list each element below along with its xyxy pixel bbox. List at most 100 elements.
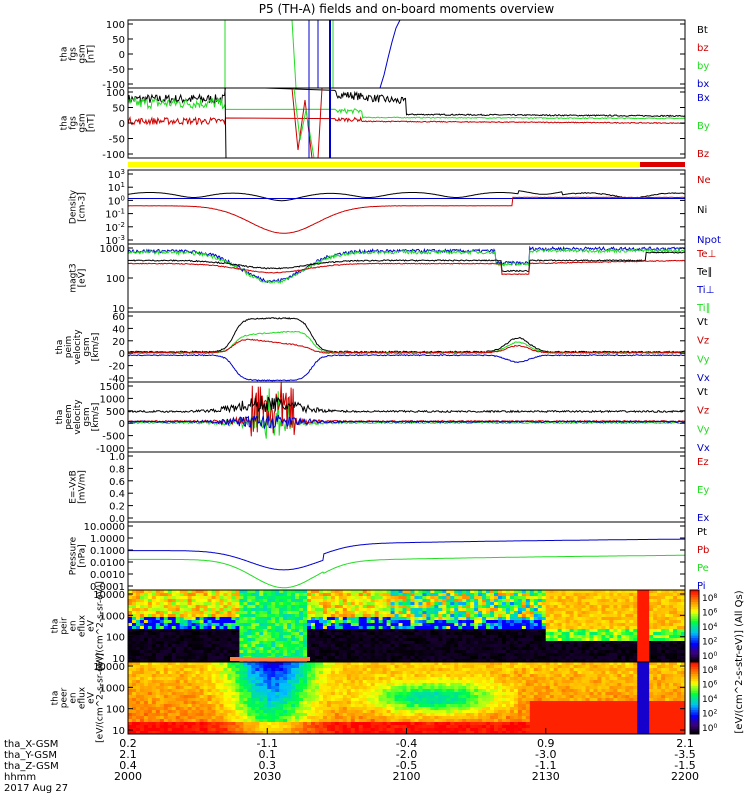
legend-entry: By bbox=[697, 121, 710, 132]
y-tick-label: -50 bbox=[109, 65, 125, 76]
colorbar-tick-label: 106 bbox=[702, 608, 717, 619]
x-row-label: tha_Y-GSM bbox=[4, 750, 57, 761]
figure-title: P5 (TH-A) fields and on-board moments ov… bbox=[259, 2, 555, 16]
legend-entry: Vx bbox=[697, 443, 710, 454]
x-tick-label: 0.1 bbox=[259, 748, 277, 761]
y-tick-label: -100 bbox=[102, 80, 125, 91]
x-tick-label: -0.4 bbox=[396, 737, 417, 750]
legend-entry: by bbox=[697, 61, 709, 72]
ion-spectrogram-flag bbox=[230, 657, 310, 661]
y-tick-label: 100 bbox=[106, 20, 125, 31]
x-tick-label: -1.1 bbox=[257, 737, 278, 750]
legend-entry: Vy bbox=[697, 354, 710, 365]
y-tick-label: 0.0010 bbox=[90, 570, 125, 581]
y-tick-label: 1000 bbox=[100, 611, 125, 622]
panel-fgs_dsl: 100 50 0 -50 -100 tha fgs gsm [nT] Bx By Bz bbox=[60, 87, 710, 161]
series-vy bbox=[128, 330, 685, 354]
panel-pressure: 10.00001.00000.10000.01000.00100.0001Pre… bbox=[69, 521, 709, 593]
x-tick-label: -0.5 bbox=[396, 759, 417, 772]
y-tick-label: 100 bbox=[106, 705, 125, 716]
y-tick-label: 101 bbox=[108, 181, 125, 194]
gap-edge bbox=[224, 87, 227, 159]
series-vt-e bbox=[128, 395, 685, 414]
series-by-dsl bbox=[128, 96, 685, 120]
colorbar-tick-label: 108 bbox=[702, 593, 717, 604]
series-te-par bbox=[128, 251, 685, 273]
colorbar-ion_spectrogram: 108 106 104 102 100 bbox=[689, 589, 717, 663]
x-tick-label: 0.3 bbox=[259, 759, 277, 772]
series-ni bbox=[128, 190, 685, 202]
colorbar-tick-label: 106 bbox=[702, 680, 717, 691]
panel-frame-density bbox=[127, 169, 686, 245]
y-tick-label: 10-1 bbox=[105, 208, 125, 221]
y-axis-label-fgs_dsl: tha fgs gsm [nT] bbox=[60, 113, 97, 132]
y-tick-label: 50 bbox=[112, 104, 125, 115]
y-tick-label: 100 bbox=[106, 88, 125, 99]
x-tick-label: -1.5 bbox=[674, 759, 695, 772]
series-te-perp bbox=[128, 259, 685, 276]
panel-ion_spectrogram: 10000 1000 100 10 tha peir en eflux eV [eV/(cm^2-… bbox=[51, 581, 686, 671]
y-tick-label: -50 bbox=[109, 135, 125, 146]
y-tick-label: 40 bbox=[112, 324, 125, 335]
y-axis-label-ion_spectrogram: tha peir en eflux eV [eV/(cm^2-s-sr-eV)] bbox=[51, 581, 106, 671]
series-bz-gap bbox=[291, 87, 323, 159]
y-tick-label: 1.0 bbox=[109, 452, 125, 463]
y-tick-label: 1.0000 bbox=[90, 534, 125, 545]
y-tick-label: -20 bbox=[109, 362, 125, 373]
quality-flag-bar-red bbox=[640, 162, 685, 167]
y-tick-label: 0.6 bbox=[109, 477, 125, 488]
series-vt bbox=[128, 317, 685, 354]
x-tick-label: 0.4 bbox=[119, 759, 137, 772]
electron-spectrogram bbox=[128, 662, 686, 735]
series-ne bbox=[128, 196, 685, 234]
legend-entry: Ni bbox=[697, 205, 707, 216]
y-tick-label: 1000 bbox=[100, 394, 125, 405]
y-tick-label: 100 bbox=[106, 633, 125, 644]
legend-entry: Te⊥ bbox=[696, 249, 716, 260]
legend-entry: Ez bbox=[697, 457, 709, 468]
legend-entry: Vz bbox=[697, 336, 709, 347]
y-tick-label: 0 bbox=[119, 419, 125, 430]
x-row-label: tha_X-GSM bbox=[4, 739, 58, 750]
legend-entry: Ne bbox=[697, 175, 711, 186]
y-tick-label: 0.0 bbox=[109, 514, 125, 525]
y-axis-label-density: Density [cm-3] bbox=[69, 189, 88, 224]
panel-frame-fgs bbox=[127, 19, 686, 89]
colorbar-tick-label: 100 bbox=[702, 723, 717, 734]
y-tick-label: 0.2 bbox=[109, 502, 125, 513]
legend-entry: Vt bbox=[697, 387, 708, 398]
legend-entry: Pe bbox=[697, 563, 709, 574]
legend-entry: Vz bbox=[697, 406, 709, 417]
legend-entry: Pi bbox=[697, 581, 706, 592]
panel-frame-peem_velocity bbox=[127, 381, 686, 453]
x-tick-label: -3.5 bbox=[674, 748, 695, 761]
y-tick-label: 103 bbox=[108, 168, 125, 181]
y-tick-label: -40 bbox=[109, 374, 125, 385]
y-tick-label: -500 bbox=[102, 432, 125, 443]
series-vy-e bbox=[128, 388, 685, 439]
y-tick-label: 10-3 bbox=[105, 234, 125, 247]
colorbar-tick-label: 108 bbox=[702, 665, 717, 676]
colorbar-tick-label: 102 bbox=[702, 709, 717, 720]
series-by-spike-2 bbox=[291, 19, 297, 89]
y-tick-label: -1000 bbox=[96, 444, 125, 455]
y-axis-label-electron_spectrogram: tha peer en eflux eV [eV/(cm^2-s-sr-eV)] bbox=[51, 653, 106, 743]
y-tick-label: 0.1000 bbox=[90, 546, 125, 557]
series-bt bbox=[128, 88, 685, 118]
y-tick-label: 10000 bbox=[93, 590, 125, 601]
series-pi bbox=[128, 538, 685, 571]
y-axis-label-peem_velocity: tha peem velocity gsm [km/s] bbox=[55, 399, 101, 435]
y-tick-label: 20 bbox=[112, 337, 125, 348]
legend-entry: Vt bbox=[697, 317, 708, 328]
y-tick-label: 10000 bbox=[93, 662, 125, 673]
y-tick-label: 0 bbox=[119, 50, 125, 61]
legend-entry: bx bbox=[697, 79, 709, 90]
y-tick-label: 0.4 bbox=[109, 489, 125, 500]
legend-entry: Te∥ bbox=[696, 267, 713, 278]
date-label: 2017 Aug 27 bbox=[4, 783, 68, 794]
legend-entry: Bx bbox=[697, 93, 710, 104]
y-tick-label: 0.0100 bbox=[90, 558, 125, 569]
colorbar-tick-label: 100 bbox=[702, 651, 717, 662]
x-tick-label: 0.2 bbox=[119, 737, 137, 750]
